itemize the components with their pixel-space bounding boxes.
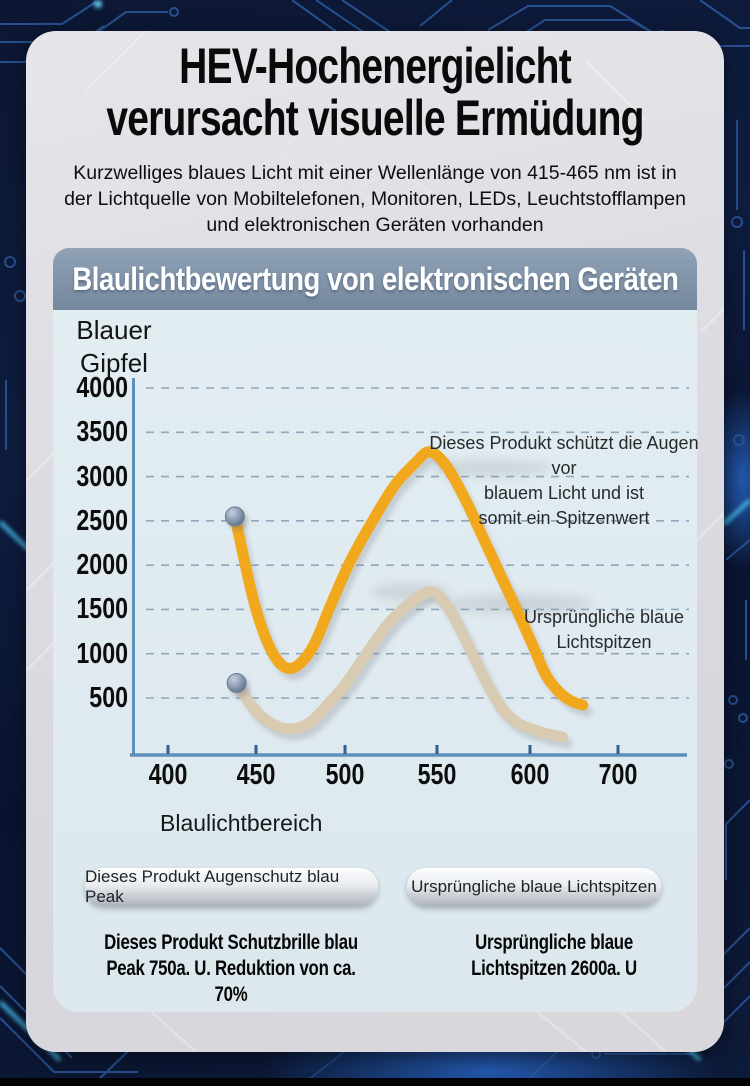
y-tick-label: 500 — [89, 682, 128, 714]
y-axis-title: Blauer Gipfel — [76, 315, 152, 378]
headline-line2: verursacht visuelle Ermüdung — [106, 90, 644, 146]
subtitle: Kurzwelliges blaues Licht mit einer Well… — [64, 162, 686, 236]
x-axis-title: Blaulichtbereich — [160, 810, 323, 836]
footnote-product: Dieses Produkt Schutzbrille blau Peak 75… — [104, 931, 358, 1006]
bottom-black-bar — [0, 1078, 750, 1086]
footnote-original: Ursprüngliche blaue Lichtspitzen 2600a. … — [471, 931, 637, 980]
x-tick-label: 400 — [148, 759, 188, 791]
y-tick-label: 2000 — [76, 549, 128, 582]
x-tick-label: 600 — [510, 759, 550, 791]
y-tick-label: 3500 — [76, 416, 128, 449]
x-tick-label: 450 — [236, 759, 276, 791]
y-tick-label: 2500 — [76, 504, 128, 537]
annotation-original: Ursprüngliche blaue Lichtspitzen — [523, 607, 685, 652]
x-tick-label: 550 — [417, 759, 457, 791]
y-tick-label: 1000 — [76, 637, 128, 670]
x-tick-label: 700 — [598, 759, 638, 791]
legend-pill-product[interactable]: Dieses Produkt Augenschutz blau Peak — [85, 867, 378, 906]
annotation-product: Dieses Produkt schützt die Augen vor bla… — [429, 433, 699, 528]
x-tick-label: 500 — [325, 759, 365, 791]
y-tick-label: 3000 — [76, 460, 128, 493]
headline-line1: HEV-Hochenergielicht — [179, 38, 572, 94]
chart-banner-title: Blaulichtbewertung von elektronischen Ge… — [71, 260, 679, 297]
y-tick-label: 1500 — [76, 593, 128, 626]
legend-pill-original[interactable]: Ursprüngliche blaue Lichtspitzen — [407, 868, 661, 906]
headline: HEV-Hochenergielicht verursacht visuelle… — [26, 40, 724, 144]
y-tick-label: 4000 — [76, 372, 128, 404]
chart-banner: Blaulichtbewertung von elektronischen Ge… — [53, 248, 697, 310]
